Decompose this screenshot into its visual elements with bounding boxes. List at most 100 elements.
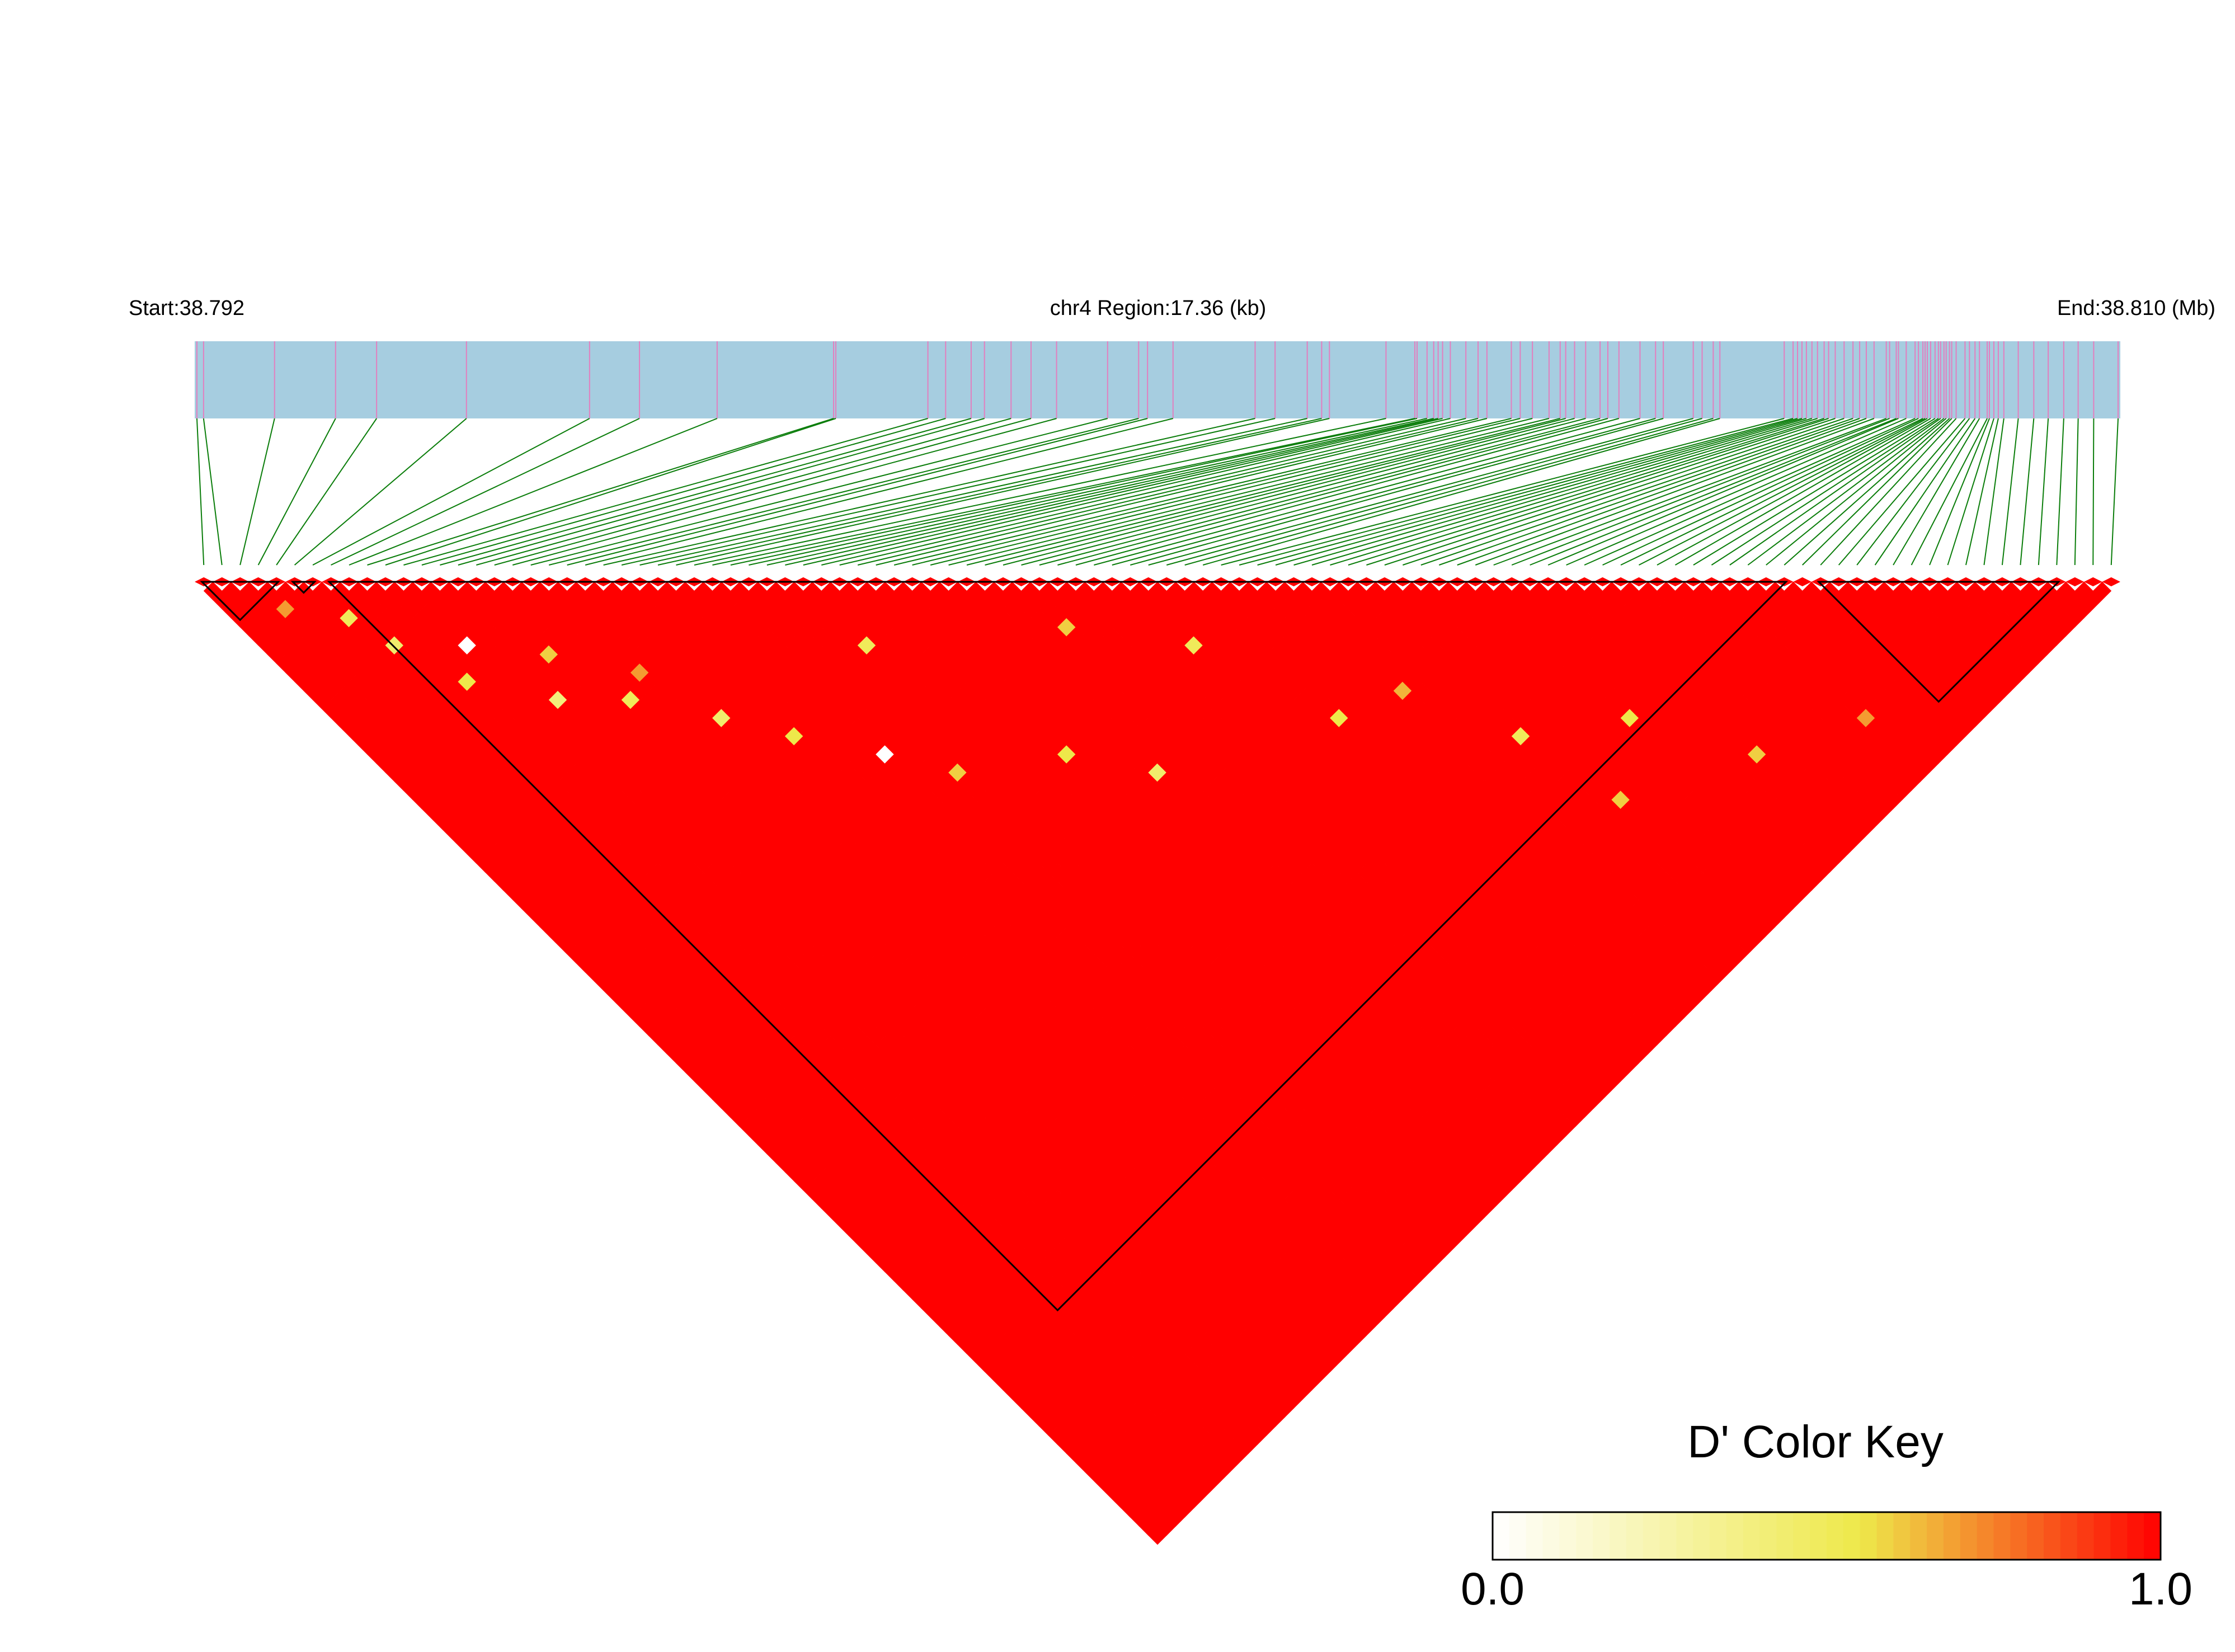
snp-position-track (195, 341, 2120, 418)
snp-connector-line (2056, 418, 2064, 566)
snp-connector-line (694, 418, 1386, 566)
snp-connector-line (1711, 418, 1939, 566)
snp-connector-line (912, 418, 1521, 566)
snp-connector-line (2001, 418, 2019, 566)
snp-connector-line (1639, 418, 1926, 566)
snp-connector-line (1311, 418, 1813, 566)
snp-connector-line (1112, 418, 1656, 566)
snp-connector-line (1547, 418, 1899, 566)
snp-connector-line (766, 418, 1434, 566)
snp-connector-line (712, 418, 1415, 566)
snp-connector-line (1348, 418, 1824, 566)
snp-connector-line (876, 418, 1488, 566)
snp-connector-line (749, 418, 1428, 566)
snp-connector-line (839, 418, 1466, 566)
snp-connector-line (1239, 418, 1794, 566)
snp-connector-line (440, 418, 972, 566)
snp-connector-line (196, 418, 205, 566)
snp-connector-line (1475, 418, 1875, 566)
snp-connector-line (1729, 418, 1941, 566)
end-label: End:38.810 (Mb) (2057, 296, 2215, 320)
snp-connector-line (821, 418, 1451, 566)
snp-connector-line (548, 418, 1139, 566)
snp-connector-line (1293, 418, 1807, 566)
snp-connector-line (1511, 418, 1890, 566)
snp-connector-line (785, 418, 1438, 566)
snp-connector-line (1874, 418, 1976, 566)
snp-connector-line (349, 418, 718, 566)
snp-connector-line (948, 418, 1550, 566)
snp-connector-line (1202, 418, 1720, 566)
snp-connector-line (1221, 418, 1785, 566)
snp-connector-line (966, 418, 1560, 566)
start-label: Start:38.792 (129, 296, 244, 320)
snp-connector-line (458, 418, 985, 566)
snp-connector-line (1856, 418, 1970, 566)
snp-connector-line (1947, 418, 1994, 566)
snp-connector-line (530, 418, 1108, 566)
snp-connector-line (1384, 418, 1836, 566)
snp-connector-line (203, 418, 223, 566)
snp-connector-line (1130, 418, 1664, 566)
snp-connector-line (1620, 418, 1923, 566)
snp-connector-line (639, 418, 1307, 566)
ld-heatmap-triangle (195, 577, 2120, 1545)
snp-connector-line (1965, 418, 1999, 566)
snp-connector-line (803, 418, 1443, 566)
snp-connector-line (1257, 418, 1798, 566)
snp-connector-line (857, 418, 1479, 566)
snp-connector-line (1075, 418, 1620, 566)
snp-connector-line (512, 418, 1057, 566)
snp-connector-line (567, 418, 1148, 566)
snp-connector-line (1657, 418, 1928, 566)
snp-connector-line (1403, 418, 1845, 566)
snp-connector-line (1929, 418, 1990, 566)
snp-connector-line (257, 418, 336, 566)
snp-connector-line (930, 418, 1533, 566)
snp-connector-line (2020, 418, 2035, 566)
snp-connector-line (1802, 418, 1952, 566)
snp-connector-line (730, 418, 1418, 566)
snp-connector-line (1457, 418, 1867, 566)
snp-connector-line (1983, 418, 2005, 566)
snp-track-bar (195, 341, 2120, 418)
snp-connector-line (1747, 418, 1945, 566)
region-label: chr4 Region:17.36 (kb) (1050, 296, 1267, 320)
snp-connector-line (367, 418, 834, 566)
snp-connector-line (1438, 418, 1860, 566)
snp-connector-line (239, 418, 275, 566)
snp-connector-line (585, 418, 1174, 566)
snp-connector-line (1420, 418, 1853, 566)
snp-connectors (196, 418, 2119, 566)
snp-connector-line (1602, 418, 1919, 566)
snp-connector-line (603, 418, 1255, 566)
snp-connector-line (893, 418, 1512, 566)
snp-connector-line (1693, 418, 1936, 566)
snp-connector-line (1674, 418, 1931, 566)
snp-connector-line (1584, 418, 1916, 566)
snp-connector-line (1893, 418, 1980, 566)
snp-connector-line (1820, 418, 1957, 566)
snp-connector-line (421, 418, 946, 566)
snp-connector-line (312, 418, 590, 566)
snp-connector-line (2110, 418, 2119, 566)
snp-connector-line (1766, 418, 1947, 566)
snp-connector-line (985, 418, 1566, 566)
snp-connector-line (1039, 418, 1601, 566)
snp-connector-line (1021, 418, 1586, 566)
snp-connector-line (1330, 418, 1818, 566)
snp-connector-line (276, 418, 377, 566)
snp-connector-line (1838, 418, 1966, 566)
snp-connector-line (1148, 418, 1693, 566)
snp-connector-line (621, 418, 1276, 566)
snp-connector-line (1094, 418, 1640, 566)
snp-connector-line (1057, 418, 1608, 566)
snp-connector-line (676, 418, 1330, 566)
snp-connector-line (494, 418, 1032, 566)
snp-connector-line (1911, 418, 1988, 566)
snp-connector-line (403, 418, 928, 566)
snp-connector-line (1493, 418, 1886, 566)
snp-connector-line (1366, 418, 1829, 566)
snp-connector-line (476, 418, 1011, 566)
snp-connector-line (294, 418, 467, 566)
